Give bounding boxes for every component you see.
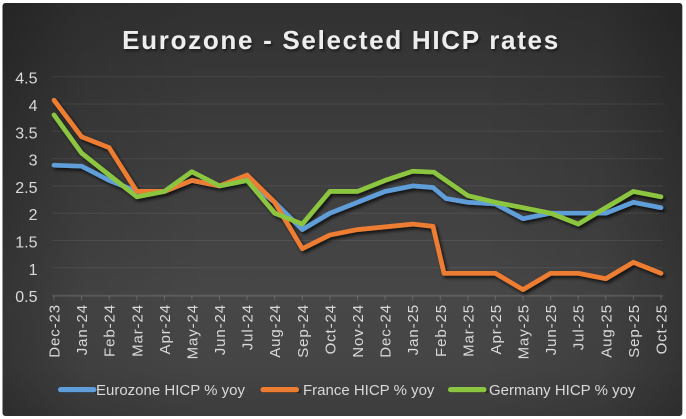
svg-text:Jul-25: Jul-25: [571, 304, 588, 350]
svg-text:France HICP % yoy: France HICP % yoy: [303, 382, 435, 399]
svg-text:Jan-25: Jan-25: [405, 304, 422, 355]
svg-text:Jun-24: Jun-24: [212, 304, 229, 355]
svg-text:1: 1: [29, 262, 38, 279]
svg-text:Eurozone - Selected HICP rates: Eurozone - Selected HICP rates: [122, 25, 560, 55]
svg-text:3.5: 3.5: [15, 125, 37, 142]
svg-text:Dec-23: Dec-23: [47, 304, 64, 358]
svg-text:May-25: May-25: [516, 304, 533, 359]
svg-text:Germany HICP % yoy: Germany HICP % yoy: [489, 382, 636, 399]
svg-text:Sep-25: Sep-25: [626, 304, 643, 358]
svg-text:Oct-25: Oct-25: [654, 304, 671, 354]
svg-text:Nov-24: Nov-24: [350, 304, 367, 358]
svg-text:Apr-24: Apr-24: [157, 304, 174, 354]
svg-text:Jun-25: Jun-25: [543, 304, 560, 355]
svg-text:Feb-25: Feb-25: [433, 304, 450, 357]
svg-text:1.5: 1.5: [15, 235, 37, 252]
svg-text:Oct-24: Oct-24: [322, 304, 339, 354]
svg-text:Aug-25: Aug-25: [598, 304, 615, 358]
svg-text:2: 2: [29, 207, 38, 224]
svg-text:Apr-25: Apr-25: [488, 304, 505, 354]
svg-text:Eurozone HICP % yoy: Eurozone HICP % yoy: [96, 382, 245, 399]
svg-text:Sep-24: Sep-24: [295, 304, 312, 358]
svg-text:May-24: May-24: [184, 304, 201, 359]
svg-text:Mar-24: Mar-24: [129, 304, 146, 357]
svg-text:Feb-24: Feb-24: [102, 304, 119, 357]
svg-text:3: 3: [29, 153, 38, 170]
svg-text:Jul-24: Jul-24: [240, 304, 257, 350]
svg-text:4.5: 4.5: [15, 71, 37, 88]
svg-text:2.5: 2.5: [15, 180, 37, 197]
svg-text:4: 4: [29, 98, 38, 115]
svg-text:Jan-24: Jan-24: [74, 304, 91, 355]
svg-text:0.5: 0.5: [15, 289, 37, 306]
svg-text:Mar-25: Mar-25: [460, 304, 477, 357]
svg-text:Aug-24: Aug-24: [267, 304, 284, 358]
svg-text:Dec-24: Dec-24: [378, 304, 395, 358]
